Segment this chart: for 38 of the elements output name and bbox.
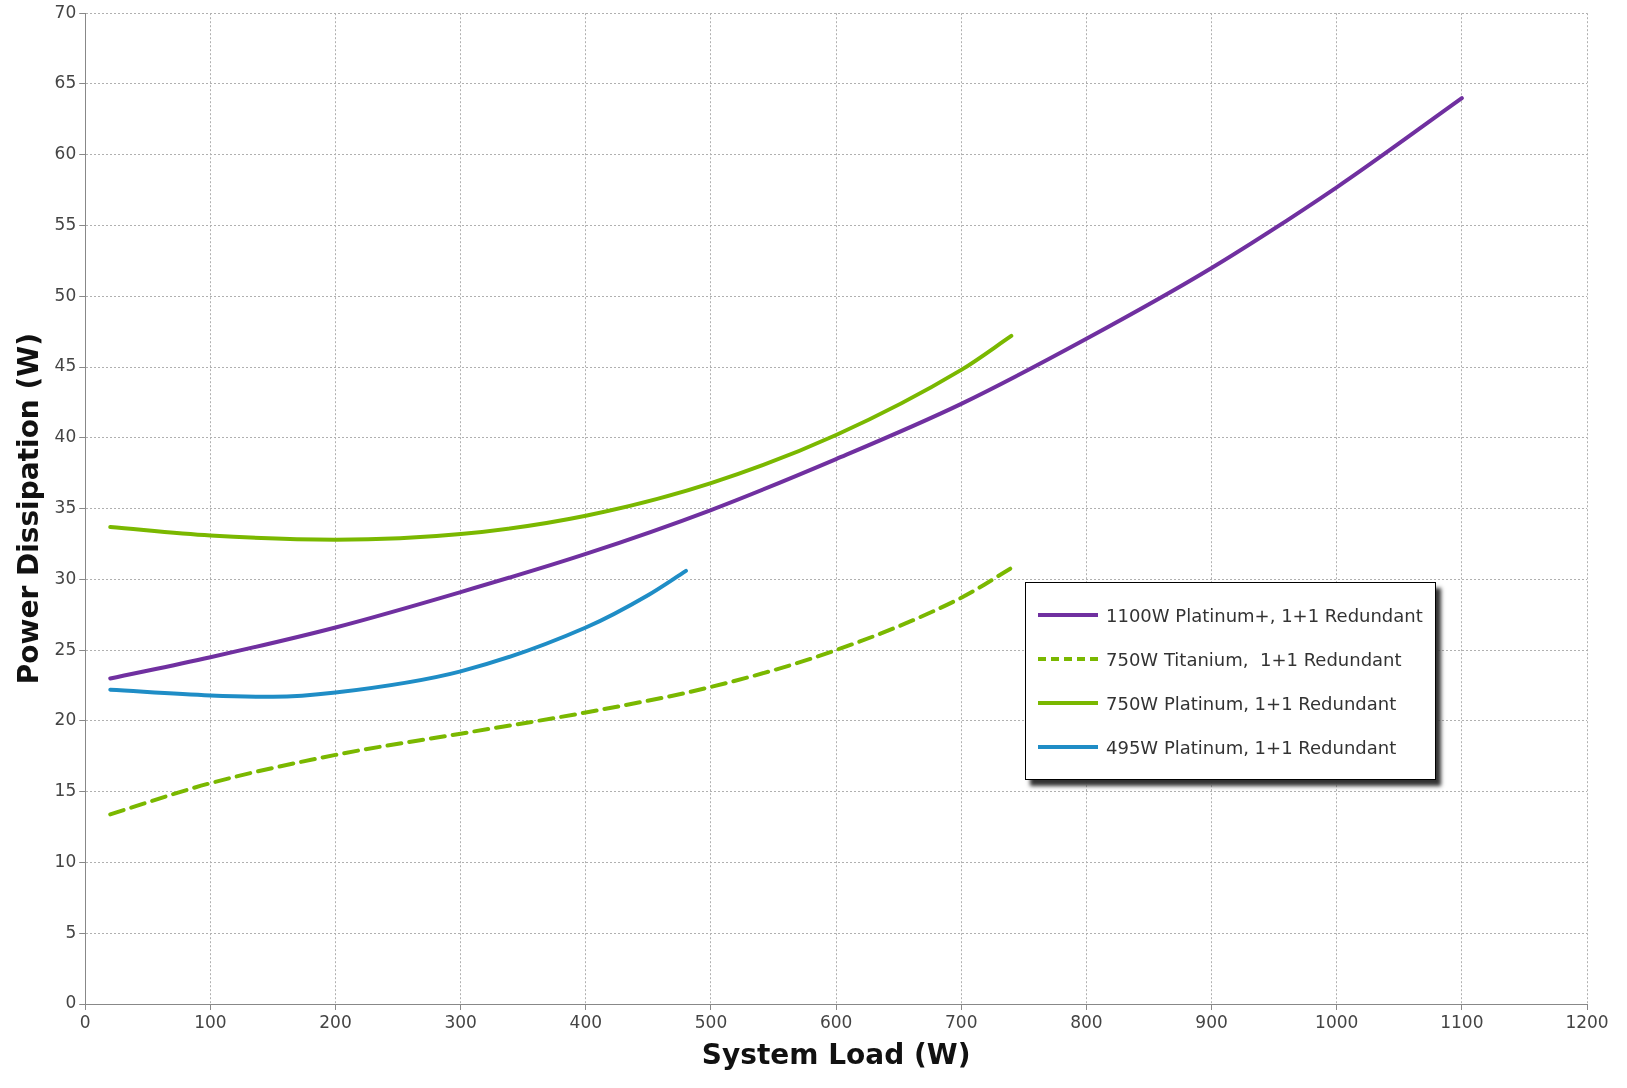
x-tick-label: 0 (79, 1011, 91, 1032)
y-tick-label: 25 (54, 638, 77, 659)
x-tick-label: 800 (1070, 1011, 1103, 1032)
y-tick-label: 20 (54, 709, 77, 730)
x-tick-label: 300 (444, 1011, 477, 1032)
legend-label: 750W Platinum, 1+1 Redundant (1106, 692, 1397, 714)
x-tick-label: 900 (1195, 1011, 1228, 1032)
x-tick-label: 1200 (1565, 1011, 1609, 1032)
y-tick-label: 0 (65, 992, 77, 1013)
y-tick-label: 45 (54, 355, 77, 376)
line-series (108, 566, 1014, 817)
y-tick-label: 5 (65, 921, 77, 942)
y-axis-title: Power Dissipation (W) (12, 332, 46, 685)
x-axis-title: System Load (W) (701, 1038, 971, 1072)
y-tick-label: 40 (54, 426, 77, 447)
y-tick-label: 70 (54, 1, 77, 22)
x-tick-label: 700 (945, 1011, 978, 1032)
y-tick-label: 50 (54, 284, 77, 305)
x-tick-label: 600 (819, 1011, 853, 1032)
y-tick-label: 10 (54, 850, 77, 871)
line-series (108, 96, 1464, 681)
legend-label: 1100W Platinum+, 1+1 Redundant (1106, 604, 1423, 626)
y-tick-label: 55 (54, 213, 77, 234)
y-tick-label: 60 (54, 143, 77, 164)
x-tick-label: 200 (319, 1011, 352, 1032)
y-tick-label: 35 (54, 497, 77, 518)
legend-label: 495W Platinum, 1+1 Redundant (1106, 736, 1397, 758)
line-series (108, 568, 688, 699)
y-tick-label: 65 (54, 72, 77, 93)
y-tick-label: 15 (54, 780, 77, 801)
x-tick-label: 100 (194, 1011, 227, 1032)
x-tick-label: 1000 (1315, 1011, 1359, 1032)
line-series (108, 333, 1014, 542)
y-tick-label: 30 (54, 567, 77, 588)
x-tick-label: 500 (694, 1011, 728, 1032)
legend-label: 750W Titanium, 1+1 Redundant (1106, 648, 1402, 670)
x-tick-label: 400 (569, 1011, 603, 1032)
x-tick-label: 1100 (1440, 1011, 1484, 1032)
